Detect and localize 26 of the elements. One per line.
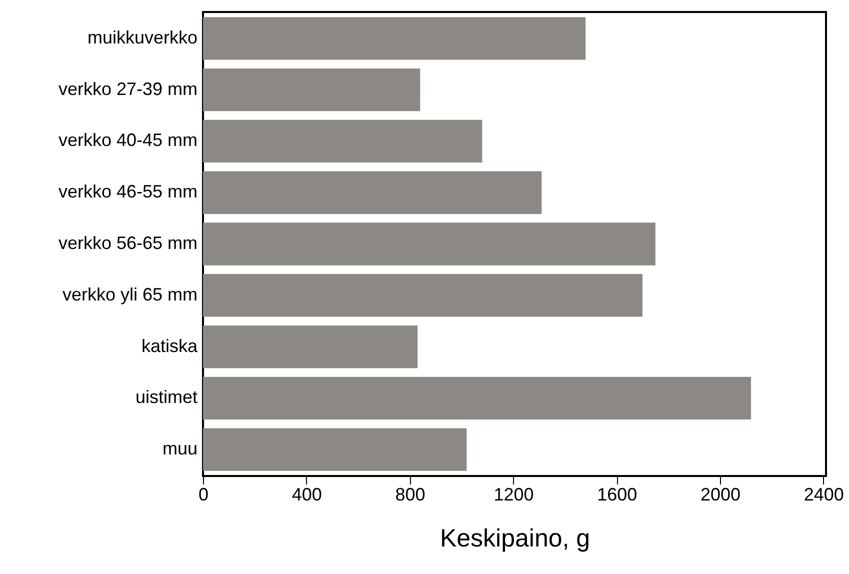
y-tick-label: verkko yli 65 mm <box>62 284 198 304</box>
bar <box>203 17 586 60</box>
y-tick-label: verkko 56-65 mm <box>58 233 198 253</box>
bar <box>203 222 656 266</box>
y-tick-label: muikkuverkko <box>87 27 198 48</box>
bar <box>203 428 467 471</box>
bar <box>203 120 482 163</box>
y-tick-label: uistimet <box>135 387 198 408</box>
bar <box>203 376 752 420</box>
x-tick-label: 2000 <box>700 484 741 504</box>
y-tick-label: verkko 27-39 mm <box>58 78 198 99</box>
bar <box>203 274 642 317</box>
y-tick-label: verkko 40-45 mm <box>58 130 198 150</box>
x-tick-label: 0 <box>198 484 209 504</box>
x-tick-label: 2400 <box>804 484 844 504</box>
y-tick-label: katiska <box>141 336 198 356</box>
bar <box>203 325 418 368</box>
x-tick-label: 400 <box>292 484 322 504</box>
y-tick-label: verkko 46-55 mm <box>58 182 198 202</box>
bar <box>203 68 420 112</box>
x-axis-title: Keskipaino, g <box>440 524 590 552</box>
x-tick-label: 1200 <box>494 484 534 504</box>
bar <box>203 171 542 214</box>
y-tick-label: muu <box>162 438 198 459</box>
x-tick-label: 800 <box>395 484 426 504</box>
x-tick-label: 1600 <box>597 484 638 504</box>
